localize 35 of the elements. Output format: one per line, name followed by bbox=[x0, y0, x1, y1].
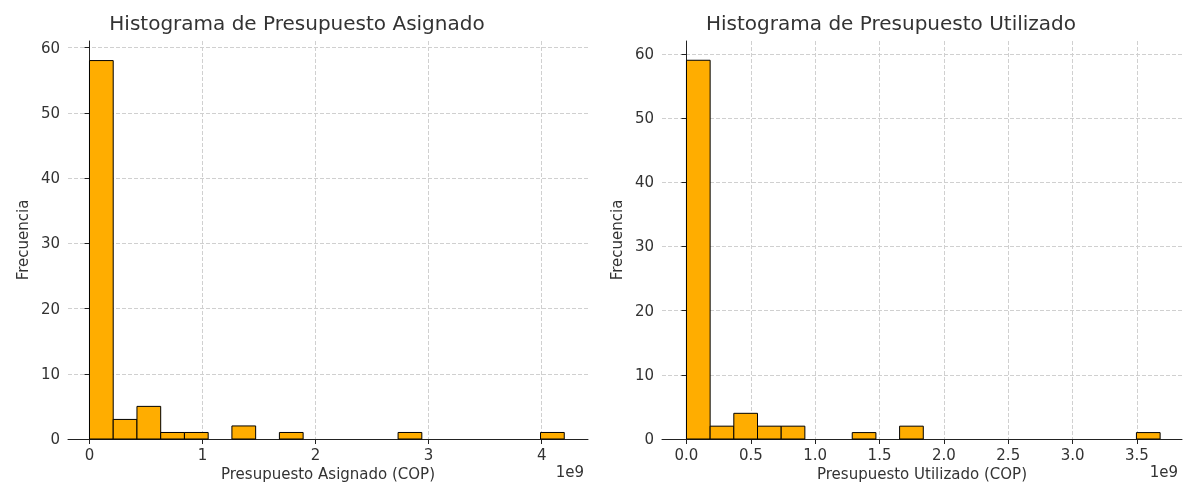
y-tick-label: 20 bbox=[634, 301, 654, 320]
y-axis-title: Frecuencia bbox=[607, 199, 626, 281]
x-tick-label: 3 bbox=[423, 445, 434, 464]
x-tick-label: 0.5 bbox=[738, 445, 763, 464]
x-tick-label: 2 bbox=[310, 445, 321, 464]
x-tick-label: 0 bbox=[84, 445, 95, 464]
x-tick-label: 4 bbox=[536, 445, 547, 464]
y-tick-label: 20 bbox=[40, 299, 60, 318]
y-tick-label: 50 bbox=[634, 109, 654, 128]
y-tick-label: 30 bbox=[634, 237, 654, 256]
x-tick-label: 1.0 bbox=[803, 445, 828, 464]
text: 1e9 bbox=[555, 462, 585, 481]
y-tick-label: 60 bbox=[634, 44, 654, 63]
y-tick-label: 0 bbox=[50, 430, 60, 448]
y-tick-label: 40 bbox=[634, 173, 654, 192]
y-tick-label: 0 bbox=[644, 430, 654, 448]
x-tick-label: 0.0 bbox=[674, 445, 699, 464]
x-tick-label: 2.5 bbox=[996, 445, 1021, 464]
y-tick-label: 30 bbox=[40, 234, 60, 253]
x-tick-label: 3.0 bbox=[1060, 445, 1085, 464]
y-tick-label: 10 bbox=[634, 365, 654, 384]
y-tick-label: 60 bbox=[40, 38, 60, 57]
x-tick-label: 3.5 bbox=[1125, 445, 1149, 464]
x-tick-label: 1.5 bbox=[867, 445, 892, 464]
y-axis-title: Frecuencia bbox=[13, 199, 32, 281]
y-tick-label: 50 bbox=[40, 103, 60, 122]
text: 1e9 bbox=[1149, 462, 1179, 481]
chart-title: Histograma de Presupuesto Utilizado bbox=[706, 11, 1076, 35]
y-tick-label: 10 bbox=[40, 364, 60, 383]
x-tick-label: 2.0 bbox=[931, 445, 956, 464]
chart-title: Histograma de Presupuesto Asignado bbox=[109, 11, 485, 35]
y-tick-label: 40 bbox=[40, 169, 60, 188]
x-axis-title: Presupuesto Utilizado (COP) bbox=[817, 465, 1027, 484]
x-tick-label: 1 bbox=[197, 445, 208, 464]
x-axis-title: Presupuesto Asignado (COP) bbox=[220, 465, 436, 484]
